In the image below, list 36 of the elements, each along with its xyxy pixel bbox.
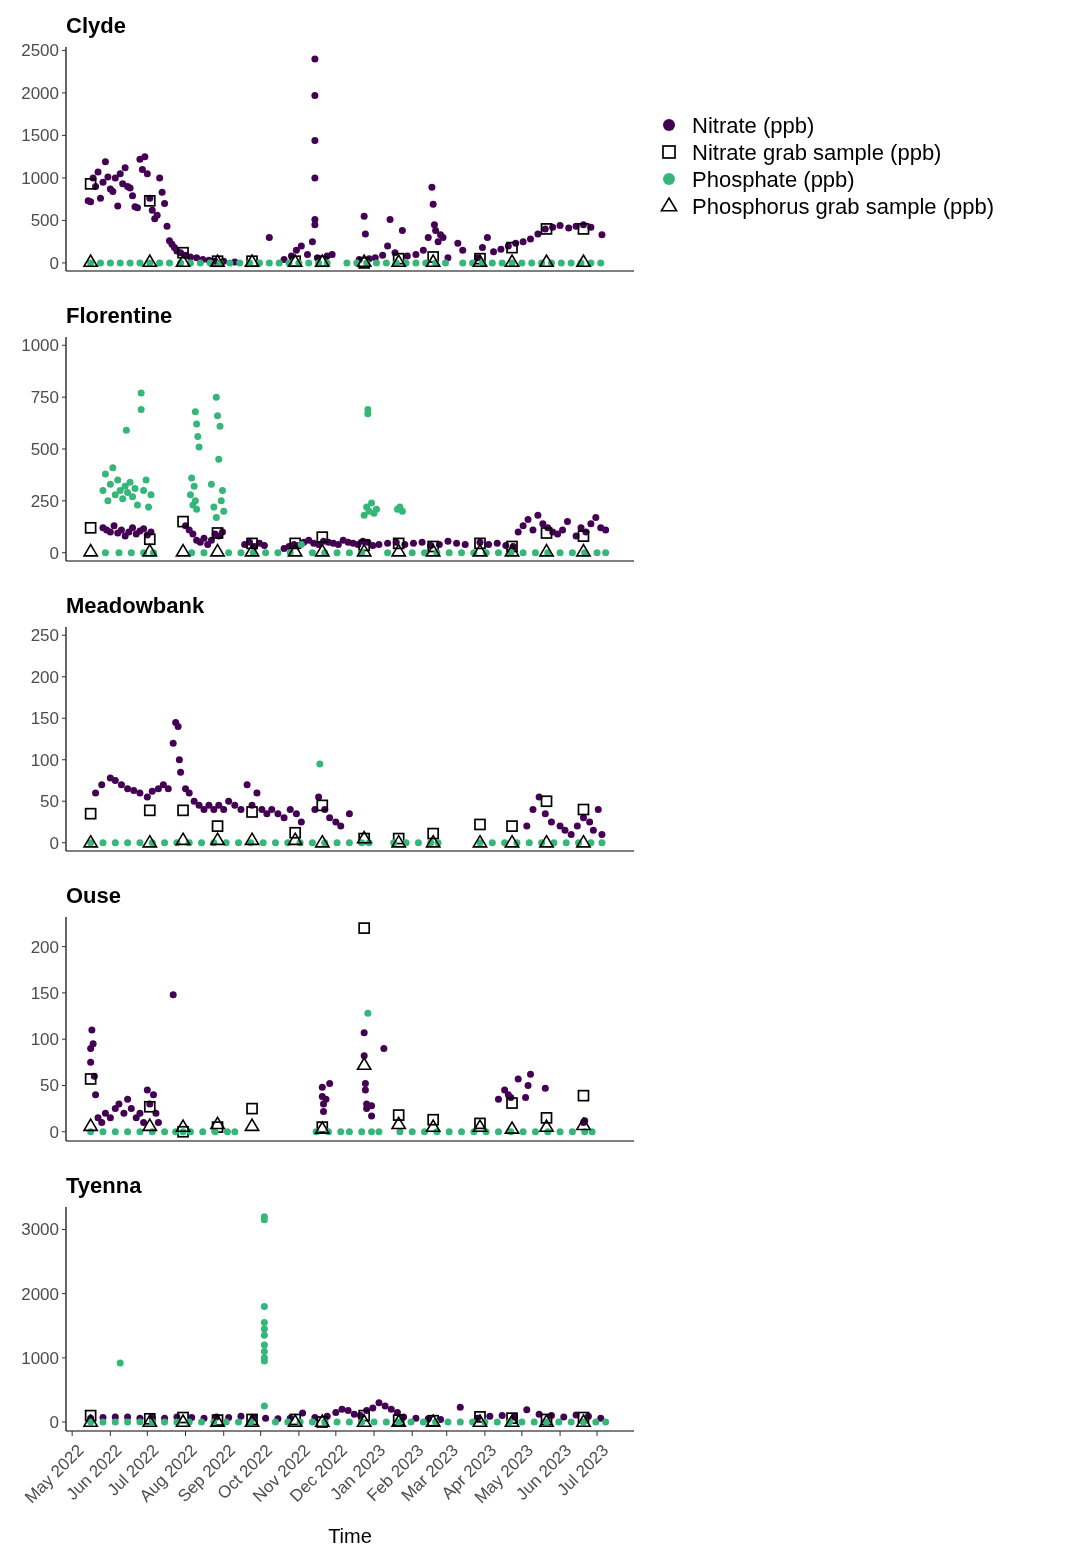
legend-label: Nitrate (ppb) [692, 112, 815, 138]
y-tick-label: 100 [30, 750, 59, 770]
chart-title: Ouse [66, 883, 122, 908]
y-tick-label: 1500 [21, 126, 59, 146]
y-tick-label: 200 [30, 937, 59, 957]
chart-title: Meadowbank [66, 593, 205, 618]
y-tick-label: 50 [40, 1076, 59, 1096]
legend-label: Nitrate grab sample (ppb) [692, 139, 942, 165]
y-tick-label: 250 [30, 626, 59, 646]
y-tick-label: 250 [30, 491, 59, 511]
y-tick-label: 3000 [21, 1220, 59, 1240]
y-tick-label: 0 [49, 543, 59, 563]
y-tick-label: 150 [30, 709, 59, 729]
y-tick-label: 0 [49, 833, 59, 853]
y-tick-label: 100 [30, 1030, 59, 1050]
y-tick-label: 2000 [21, 1284, 59, 1304]
y-tick-label: 1000 [21, 1348, 59, 1368]
y-tick-label: 500 [30, 211, 59, 231]
y-tick-label: 50 [40, 792, 59, 812]
legend-label: Phosphate (ppb) [692, 166, 855, 192]
y-tick-label: 500 [30, 439, 59, 459]
chart-title: Tyenna [66, 1173, 143, 1198]
y-tick-label: 0 [49, 1412, 59, 1432]
legend-label: Phosphorus grab sample (ppb) [692, 193, 995, 219]
y-tick-label: 150 [30, 983, 59, 1003]
y-tick-label: 1000 [21, 336, 59, 356]
chart-title: Clyde [66, 13, 126, 38]
y-tick-label: 200 [30, 667, 59, 687]
y-tick-label: 2000 [21, 83, 59, 103]
y-tick-label: 750 [30, 388, 59, 408]
y-tick-label: 0 [49, 1122, 59, 1142]
chart-title: Florentine [66, 303, 173, 328]
y-tick-label: 0 [49, 253, 59, 273]
x-axis-title: Time [328, 1525, 372, 1547]
y-tick-label: 2500 [21, 41, 59, 61]
y-tick-label: 1000 [21, 168, 59, 188]
